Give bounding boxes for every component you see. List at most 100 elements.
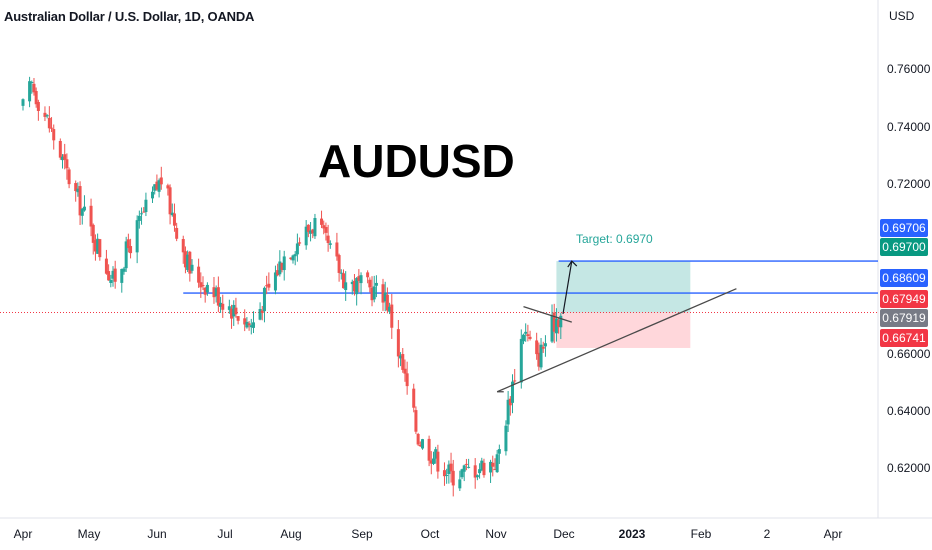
candle-body <box>414 410 418 432</box>
price-tag-level: 0.69706 <box>880 219 928 237</box>
candle-body <box>543 343 547 347</box>
candle-body <box>278 261 282 275</box>
candle-body <box>557 320 561 327</box>
candle-body <box>205 284 209 293</box>
candle-body <box>416 433 420 445</box>
candle-body <box>107 271 111 281</box>
candle-body <box>493 469 497 471</box>
candle-body <box>113 268 117 282</box>
candle-body <box>489 461 493 473</box>
x-tick-label: May <box>77 527 101 541</box>
candle-body <box>129 246 133 254</box>
candle-body <box>91 224 95 243</box>
candle-body <box>76 188 80 193</box>
candle-body <box>511 381 515 403</box>
candle-body <box>541 346 545 349</box>
candle-body <box>295 243 299 255</box>
candle-body <box>157 180 161 192</box>
candle-body <box>559 315 563 328</box>
candle-body <box>539 344 543 368</box>
candle-body <box>537 352 541 367</box>
candle-body <box>28 81 32 102</box>
candle-body <box>111 270 115 279</box>
candle-body <box>355 278 359 295</box>
x-tick-label: Nov <box>485 527 507 541</box>
candle-body <box>504 425 508 452</box>
candle-body <box>431 458 435 464</box>
x-tick-label: Jul <box>217 527 233 541</box>
price-tag-resistance: 0.68609 <box>880 269 928 287</box>
candle-body <box>421 439 425 449</box>
candle-body <box>366 272 370 278</box>
candle-body <box>495 454 499 473</box>
candle-body <box>337 255 341 273</box>
candle-body <box>166 185 170 189</box>
candle-body <box>309 230 313 234</box>
candle-body <box>124 241 128 269</box>
candle-body <box>260 310 264 314</box>
candle-body <box>328 243 332 245</box>
candle-body <box>142 211 146 213</box>
candle-body <box>137 215 141 221</box>
candle-body <box>262 287 266 312</box>
candle-body <box>67 169 71 185</box>
chart-title: Australian Dollar / U.S. Dollar, 1D, OAN… <box>4 9 255 24</box>
candle-body <box>201 285 205 287</box>
y-tick-label: 0.62000 <box>887 461 931 475</box>
price-tag-entry: 0.67919 <box>880 309 928 327</box>
candle-body <box>265 285 269 287</box>
candle-body <box>304 226 308 246</box>
candle-body <box>50 127 54 129</box>
candle-body <box>212 287 216 298</box>
candle-body <box>467 466 471 468</box>
candle-body <box>74 183 78 192</box>
candle-body <box>289 257 293 260</box>
x-tick-label: Oct <box>420 527 440 541</box>
y-axis-unit: USD <box>889 9 915 23</box>
candle-body <box>306 224 310 232</box>
candle-body <box>370 287 374 301</box>
candle-body <box>497 449 501 454</box>
candle-body <box>447 464 451 474</box>
candle-body <box>267 283 271 288</box>
candle-body <box>249 325 253 328</box>
candle-body <box>47 117 51 129</box>
candle-body <box>381 284 385 303</box>
candle-body <box>144 199 148 213</box>
candle-body <box>478 469 482 474</box>
candle-body <box>188 251 192 274</box>
candle-body <box>464 463 468 465</box>
candle-body <box>383 292 387 302</box>
candle-body <box>390 304 394 328</box>
candle-body <box>513 380 517 382</box>
candle-body <box>190 264 194 271</box>
neckline <box>523 305 572 323</box>
candle-body <box>43 112 47 117</box>
x-tick-label: Dec <box>553 527 575 541</box>
candle-body <box>120 268 124 283</box>
candle-body <box>403 368 407 374</box>
candle-body <box>434 449 438 459</box>
candle-body <box>276 270 280 276</box>
candle-body <box>462 465 466 472</box>
x-tick-label: Feb <box>690 527 712 541</box>
candle-body <box>140 213 144 215</box>
candle-body <box>550 315 554 342</box>
symbol-watermark: AUDUSD <box>318 135 515 187</box>
candle-body <box>357 276 361 281</box>
candle-body <box>280 262 284 270</box>
candle-body <box>473 465 477 478</box>
candle-body <box>320 218 324 225</box>
candle-body <box>197 266 201 283</box>
x-tick-label: 2 <box>763 527 771 541</box>
candle-body <box>65 159 69 169</box>
candle-body <box>214 288 218 297</box>
candle-body <box>78 186 82 216</box>
candle-body <box>80 208 84 216</box>
candle-body <box>181 239 185 253</box>
candle-body <box>412 388 416 408</box>
candle-body <box>475 475 479 478</box>
candle-body <box>449 463 453 472</box>
candle-body <box>82 206 86 211</box>
